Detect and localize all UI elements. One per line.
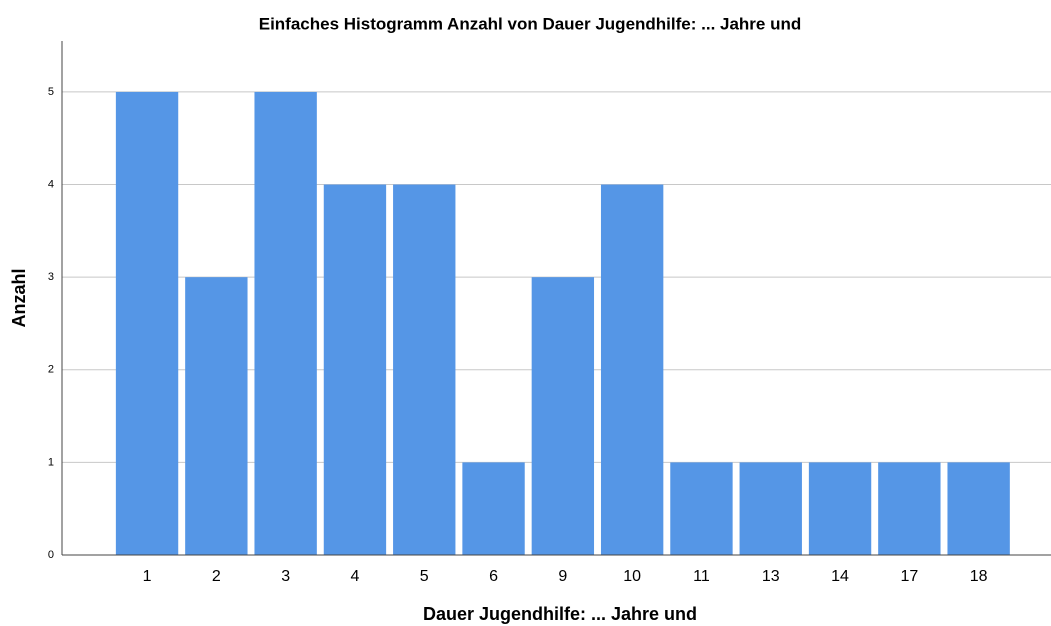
y-axis-title: Anzahl (9, 268, 29, 327)
x-tick-label: 3 (281, 568, 290, 585)
chart-title: Einfaches Histogramm Anzahl von Dauer Ju… (259, 14, 802, 33)
y-tick-label: 4 (48, 178, 54, 190)
y-tick-label: 2 (48, 364, 54, 376)
x-tick-label: 13 (762, 568, 780, 585)
bar (462, 462, 525, 555)
x-tick-label: 17 (900, 568, 918, 585)
y-tick-label: 3 (48, 271, 54, 283)
y-tick-label: 0 (48, 549, 54, 561)
x-tick-label: 1 (143, 568, 152, 585)
bar (254, 91, 317, 555)
y-tick-label: 1 (48, 456, 54, 468)
x-tick-label: 6 (489, 568, 498, 585)
bar (531, 277, 595, 555)
bar (670, 462, 733, 555)
x-tick-label: 4 (350, 568, 359, 585)
bar (878, 462, 941, 555)
x-tick-label: 2 (212, 568, 221, 585)
x-tick-label: 18 (970, 568, 988, 585)
bar (323, 184, 387, 555)
x-tick-label: 11 (693, 568, 710, 585)
bar (115, 91, 179, 555)
x-tick-label: 5 (420, 568, 429, 585)
bar (600, 184, 664, 555)
y-tick-label: 5 (48, 86, 54, 98)
bar (393, 184, 456, 555)
bar (739, 462, 802, 555)
x-tick-label: 9 (558, 568, 567, 585)
bar (808, 462, 872, 555)
x-tick-label: 14 (831, 568, 849, 585)
x-axis-title: Dauer Jugendhilfe: ... Jahre und (423, 604, 697, 624)
x-tick-label: 10 (623, 568, 641, 585)
bar (185, 277, 248, 555)
bar (947, 462, 1010, 555)
